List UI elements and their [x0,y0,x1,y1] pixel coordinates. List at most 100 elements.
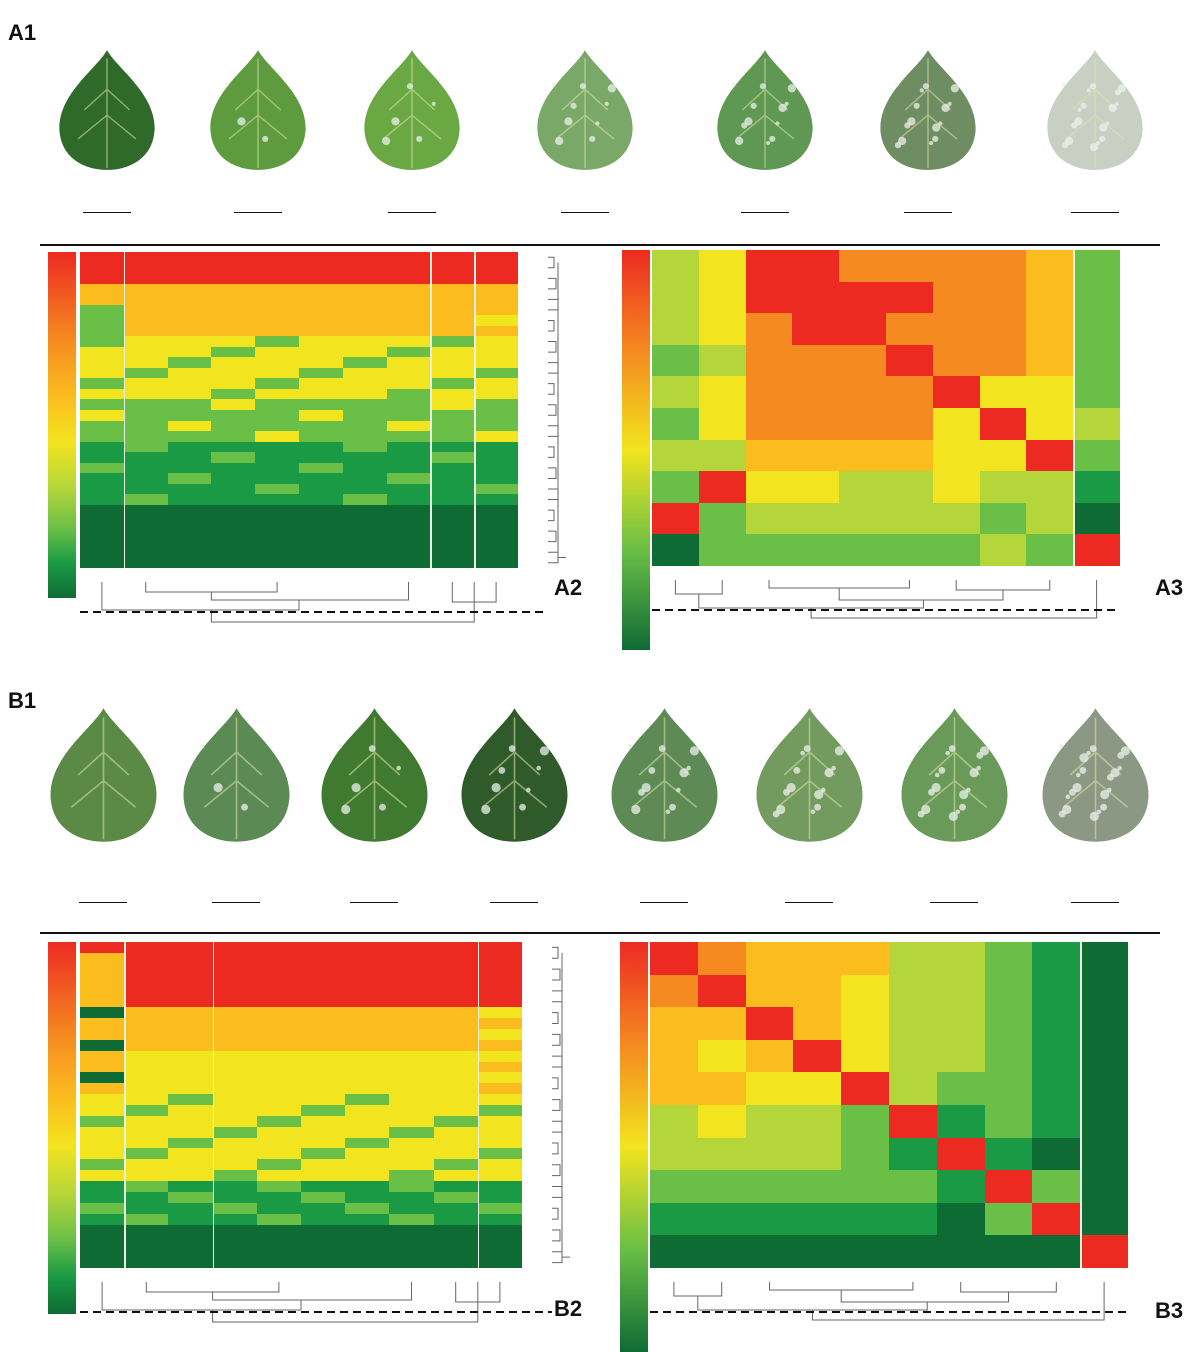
heatmap-cell [474,504,519,516]
heatmap-cell [255,346,300,358]
heatmap-cell [299,483,344,495]
correlation-cell [886,471,934,504]
heatmap-cell [345,974,390,986]
heatmap-cell [212,1170,258,1182]
correlation-cell [979,534,1027,567]
correlation-cell [652,439,700,472]
separator-b [40,932,1160,934]
heatmap-cell [386,388,431,400]
heatmap-cell [474,473,519,485]
color-scale-bar [48,252,76,598]
correlation-cell [698,408,747,441]
heatmap-cell [301,974,346,986]
heatmap-cell [342,452,388,464]
heatmap-cell [389,1105,435,1117]
correlation-cell [697,1072,747,1106]
correlation-cell [889,1202,938,1236]
heatmap-cell [474,378,519,390]
heatmap-cell [474,546,519,558]
heatmap-cell [124,1072,169,1084]
heatmap-cell [123,388,169,400]
correlation-cell [1026,502,1074,535]
heatmap-cell [389,1083,435,1095]
heatmap-cell [386,504,431,516]
heatmap-cell [430,546,475,558]
heatmap-cell [256,1018,302,1030]
heatmap-cell [167,525,212,537]
correlation-cell [1080,1105,1129,1139]
heatmap-cell [80,378,125,390]
heatmap-cell [256,985,302,997]
heatmap-cell [124,1028,169,1041]
heatmap-cell [123,525,169,537]
heatmap-cell [433,1191,479,1204]
correlation-cell [745,1007,794,1041]
heatmap-cell [474,336,519,348]
correlation-cell [1032,1039,1081,1073]
heatmap-cell [167,515,212,527]
heatmap-cell [80,410,125,422]
heatmap-cell [342,483,388,495]
correlation-cell [932,344,981,377]
correlation-cell [1032,1105,1081,1139]
heatmap-cell [342,473,388,485]
heatmap-cell [80,1191,125,1204]
heatmap-cell [477,952,523,965]
correlation-cell [1026,344,1074,377]
heatmap-cell [212,1050,258,1063]
heatmap-cell [430,252,475,264]
correlation-cell [936,1105,986,1139]
heatmap-cell [124,1094,169,1106]
heatmap-cell [474,410,519,422]
class-underline [350,902,398,903]
heatmap-cell [256,1137,302,1149]
heatmap-cell [299,388,344,400]
heatmap-cell [168,1202,214,1215]
correlation-cell [650,1039,699,1073]
class-underline [930,902,978,903]
correlation-cell [697,1105,747,1139]
heatmap-cell [212,1148,258,1160]
correlation-cell [932,408,981,441]
correlation-cell [984,1202,1033,1236]
heatmap-cell [477,1213,523,1226]
heatmap-cell [474,325,519,337]
heatmap-cell [168,1170,214,1182]
correlation-cell [984,942,1033,976]
correlation-cell [792,313,840,346]
heatmap-cell [211,420,256,432]
heatmap-cell [255,420,300,432]
correlation-cell [1026,439,1074,472]
heatmap-cell [256,1148,302,1160]
correlation-cell [936,942,986,976]
heatmap-cell [212,1181,258,1193]
heatmap-cell [167,441,212,453]
heatmap-cell [80,1202,125,1215]
heatmap-cell [477,1246,523,1258]
heatmap-cell [168,1181,214,1193]
heatmap-cell [211,273,256,285]
heatmap-cell [345,1191,390,1204]
heatmap-cell [301,1105,346,1117]
leaf-image [59,50,155,170]
correlation-dendrogram [650,1282,1128,1321]
heatmap-cell [168,1028,214,1041]
correlation-cell [745,250,793,283]
heatmap-cell [167,388,212,400]
heatmap-cell [299,315,344,327]
heatmap-cell [474,273,519,285]
heatmap-cell [342,494,388,506]
heatmap-cell [301,1050,346,1063]
correlation-cell [652,534,700,567]
heatmap-cell [80,1115,125,1128]
heatmap-cell [389,1202,435,1215]
heatmap-cell [80,336,125,348]
heatmap-cell [474,294,519,306]
heatmap-cell [255,262,300,274]
heatmap-cell [386,336,431,348]
heatmap-cell [124,1202,169,1215]
heatmap-cell [124,1007,169,1019]
heatmap-cell [342,420,388,432]
heatmap-cell [80,1170,125,1182]
heatmap-cell [211,452,256,464]
